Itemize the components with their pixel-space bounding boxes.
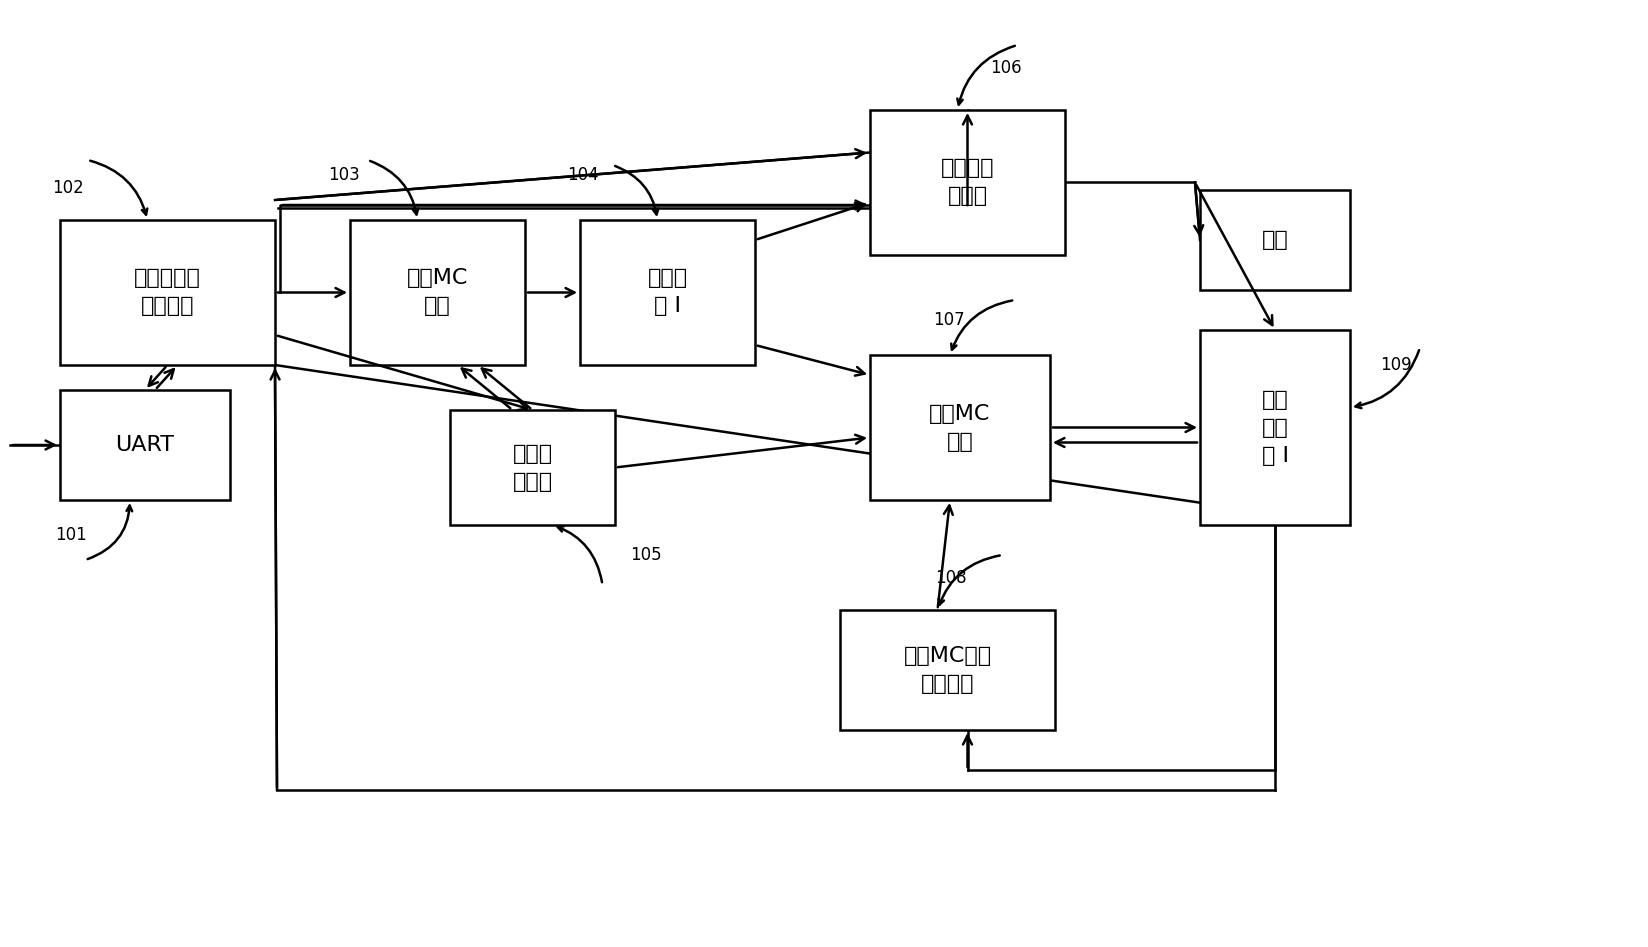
Text: 脉冲宽
度模块: 脉冲宽 度模块: [513, 443, 552, 491]
Text: 103: 103: [328, 166, 359, 184]
Text: 106: 106: [989, 59, 1022, 77]
Text: UART: UART: [115, 435, 175, 455]
Bar: [580, 220, 755, 365]
Text: 一级MC
模型: 一级MC 模型: [407, 269, 468, 316]
Text: 控制和命令
解析单元: 控制和命令 解析单元: [133, 269, 201, 316]
Text: 109: 109: [1379, 356, 1411, 374]
Bar: [839, 610, 1055, 730]
Bar: [59, 220, 275, 365]
Text: 输出: 输出: [1261, 230, 1287, 250]
Text: 二级MC噪声
空间模块: 二级MC噪声 空间模块: [903, 646, 990, 694]
Text: 104: 104: [567, 166, 598, 184]
Bar: [349, 220, 524, 365]
Text: 107: 107: [933, 311, 964, 329]
Text: 101: 101: [54, 526, 87, 544]
Bar: [450, 410, 615, 525]
Bar: [870, 355, 1050, 500]
Text: 108: 108: [934, 569, 966, 587]
Text: 判定模
块 I: 判定模 块 I: [648, 269, 687, 316]
Bar: [1200, 330, 1350, 525]
Text: 二级MC
模型: 二级MC 模型: [929, 403, 990, 452]
Text: 计数
器模
块 I: 计数 器模 块 I: [1261, 389, 1287, 466]
Bar: [1200, 190, 1350, 290]
Bar: [59, 390, 229, 500]
Bar: [870, 110, 1065, 255]
Text: 105: 105: [630, 546, 661, 564]
Text: 高斯白噪
声模块: 高斯白噪 声模块: [939, 158, 994, 206]
Text: 102: 102: [53, 179, 84, 197]
